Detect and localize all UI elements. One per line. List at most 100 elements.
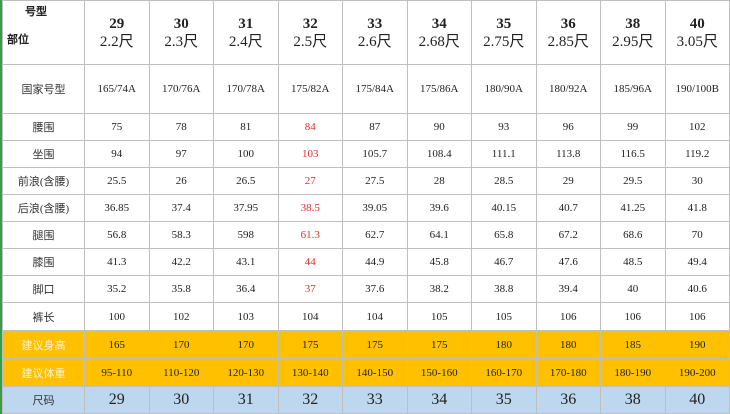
value-cell: 170-180 bbox=[535, 358, 601, 387]
value-cell: 180/90A bbox=[471, 64, 537, 114]
value-cell: 94 bbox=[84, 140, 150, 168]
value-cell: 64.1 bbox=[406, 221, 472, 249]
value-cell: 175 bbox=[277, 330, 343, 359]
value-cell: 38 bbox=[600, 386, 666, 414]
length-text: 2.2尺 bbox=[99, 33, 134, 50]
value-cell: 116.5 bbox=[600, 140, 666, 168]
value-cell: 190/100B bbox=[664, 64, 730, 114]
value-cell: 84 bbox=[277, 113, 343, 141]
length-text: 2.95尺 bbox=[612, 33, 654, 50]
value-cell: 40.7 bbox=[535, 194, 601, 222]
length-text: 3.05尺 bbox=[676, 33, 718, 50]
value-cell: 102 bbox=[148, 302, 214, 331]
value-cell: 46.7 bbox=[471, 248, 537, 276]
row-label: 膝围 bbox=[2, 248, 85, 276]
value-cell: 61.3 bbox=[277, 221, 343, 249]
value-cell: 170/78A bbox=[213, 64, 279, 114]
value-cell: 170 bbox=[148, 330, 214, 359]
value-cell: 25.5 bbox=[84, 167, 150, 195]
value-cell: 102 bbox=[664, 113, 730, 141]
value-cell: 68.6 bbox=[600, 221, 666, 249]
length-text: 2.6尺 bbox=[357, 33, 392, 50]
value-cell: 27 bbox=[277, 167, 343, 195]
row-label: 裤长 bbox=[2, 302, 85, 331]
value-cell: 41.3 bbox=[84, 248, 150, 276]
value-cell: 39.6 bbox=[406, 194, 472, 222]
value-cell: 175 bbox=[406, 330, 472, 359]
value-cell: 40.6 bbox=[664, 275, 730, 303]
header-cell: 32 2.5尺 bbox=[277, 0, 343, 65]
data-row: 腿围 56.8 58.3 598 61.3 62.7 64.1 65.8 67.2 68.6 70 bbox=[2, 221, 730, 249]
value-cell: 90 bbox=[406, 113, 472, 141]
value-cell: 160-170 bbox=[471, 358, 537, 387]
header-cell: 36 2.85尺 bbox=[535, 0, 601, 65]
value-cell: 29.5 bbox=[600, 167, 666, 195]
size-number: 34 bbox=[431, 15, 447, 32]
value-cell: 150-160 bbox=[406, 358, 472, 387]
value-cell: 87 bbox=[342, 113, 408, 141]
value-cell: 106 bbox=[664, 302, 730, 331]
header-cell: 29 2.2尺 bbox=[84, 0, 150, 65]
value-cell: 39.05 bbox=[342, 194, 408, 222]
size-number: 33 bbox=[367, 15, 383, 32]
value-cell: 37.4 bbox=[148, 194, 214, 222]
value-cell: 108.4 bbox=[406, 140, 472, 168]
value-cell: 119.2 bbox=[664, 140, 730, 168]
value-cell: 56.8 bbox=[84, 221, 150, 249]
value-cell: 36.85 bbox=[84, 194, 150, 222]
value-cell: 58.3 bbox=[148, 221, 214, 249]
value-cell: 190 bbox=[664, 330, 730, 359]
value-cell: 43.1 bbox=[213, 248, 279, 276]
value-cell: 75 bbox=[84, 113, 150, 141]
header-cell: 35 2.75尺 bbox=[471, 0, 537, 65]
value-cell: 40 bbox=[664, 386, 730, 414]
value-cell: 78 bbox=[148, 113, 214, 141]
header-cell: 30 2.3尺 bbox=[148, 0, 214, 65]
row-label: 腿围 bbox=[2, 221, 85, 249]
value-cell: 70 bbox=[664, 221, 730, 249]
size-number: 29 bbox=[109, 15, 125, 32]
header-cell: 33 2.6尺 bbox=[342, 0, 408, 65]
value-cell: 103 bbox=[277, 140, 343, 168]
value-cell: 175/86A bbox=[406, 64, 472, 114]
header-cell: 40 3.05尺 bbox=[664, 0, 730, 65]
value-cell: 165 bbox=[84, 330, 150, 359]
value-cell: 598 bbox=[213, 221, 279, 249]
header-cell: 34 2.68尺 bbox=[406, 0, 472, 65]
value-cell: 37.95 bbox=[213, 194, 279, 222]
data-row: 前浪(含腰) 25.5 26 26.5 27 27.5 28 28.5 29 29.5 30 bbox=[2, 167, 730, 195]
value-cell: 190-200 bbox=[664, 358, 730, 387]
corner-label: 部位 bbox=[7, 34, 29, 46]
value-cell: 32 bbox=[277, 386, 343, 414]
data-row: 建议体重 95-110 110-120 120-130 130-140 140-150 15… bbox=[2, 358, 730, 387]
value-cell: 175/82A bbox=[277, 64, 343, 114]
size-number: 32 bbox=[302, 15, 318, 32]
value-cell: 34 bbox=[406, 386, 472, 414]
size-number: 31 bbox=[238, 15, 254, 32]
data-row: 国家号型 165/74A 170/76A 170/78A 175/82A 175/84A 1… bbox=[2, 64, 730, 114]
value-cell: 140-150 bbox=[342, 358, 408, 387]
value-cell: 111.1 bbox=[471, 140, 537, 168]
value-cell: 40.15 bbox=[471, 194, 537, 222]
value-cell: 30 bbox=[148, 386, 214, 414]
size-number: 35 bbox=[496, 15, 512, 32]
value-cell: 38.8 bbox=[471, 275, 537, 303]
value-cell: 45.8 bbox=[406, 248, 472, 276]
value-cell: 165/74A bbox=[84, 64, 150, 114]
value-cell: 65.8 bbox=[471, 221, 537, 249]
value-cell: 41.8 bbox=[664, 194, 730, 222]
data-row: 膝围 41.3 42.2 43.1 44 44.9 45.8 46.7 47.6 48.5 49.4 bbox=[2, 248, 730, 276]
value-cell: 104 bbox=[277, 302, 343, 331]
value-cell: 39.4 bbox=[535, 275, 601, 303]
value-cell: 48.5 bbox=[600, 248, 666, 276]
value-cell: 28.5 bbox=[471, 167, 537, 195]
value-cell: 106 bbox=[600, 302, 666, 331]
value-cell: 40 bbox=[600, 275, 666, 303]
value-cell: 106 bbox=[535, 302, 601, 331]
row-label: 前浪(含腰) bbox=[2, 167, 85, 195]
value-cell: 28 bbox=[406, 167, 472, 195]
value-cell: 175/84A bbox=[342, 64, 408, 114]
data-row: 坐围 94 97 100 103 105.7 108.4 111.1 113.8 116.5 119… bbox=[2, 140, 730, 168]
